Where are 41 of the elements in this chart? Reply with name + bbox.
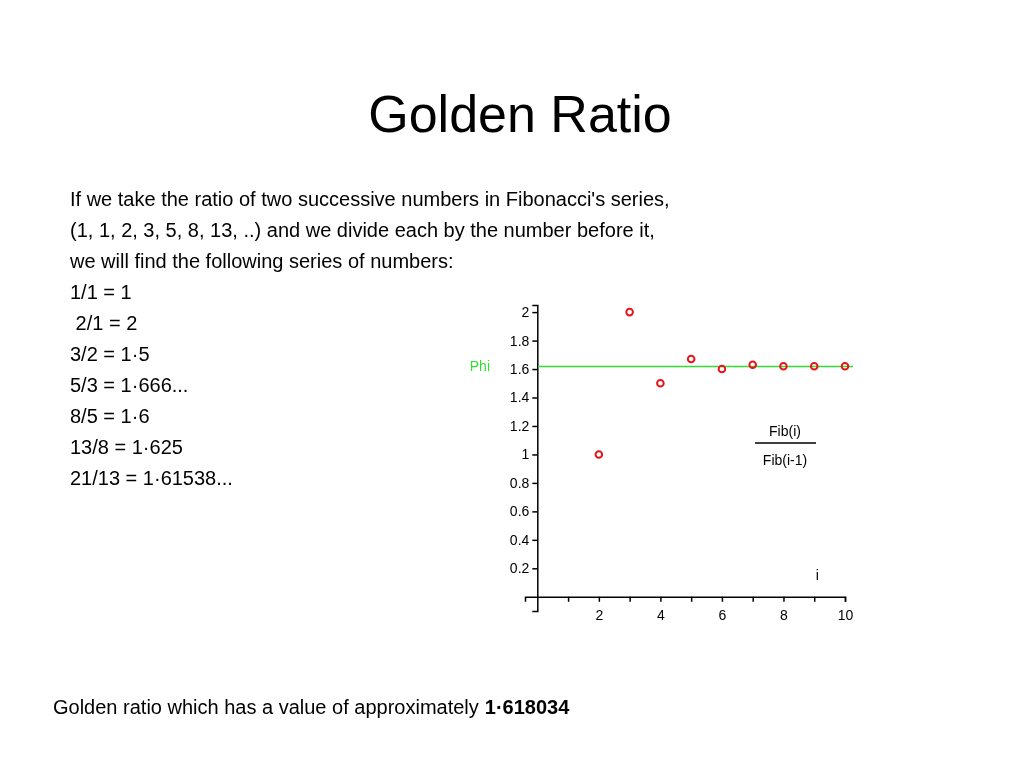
x-tick-label: 10	[837, 606, 854, 623]
text: 3/2 = 1·5	[70, 343, 150, 365]
text: 5/3 = 1·666...	[70, 374, 189, 396]
text: If we take the ratio of two successive numbers in Fibonacci's series,	[70, 188, 670, 210]
x-tick-label: 8	[780, 606, 789, 623]
x-axis-title: i	[815, 566, 819, 583]
text: (1, 1, 2, 3, 5, 8, 13, ..) and we divide each by the number before it,	[70, 219, 655, 241]
y-tick-label: 1.2	[509, 417, 530, 434]
annotation: Fib(i)	[769, 423, 801, 439]
y-tick-label: 1.6	[509, 361, 530, 378]
y-tick-label: 1.8	[509, 332, 530, 349]
point	[686, 354, 696, 364]
text: 13/8 = 1·625	[70, 436, 183, 458]
point	[748, 360, 757, 370]
point	[840, 361, 850, 371]
chart-title: Golden Ratio	[368, 85, 672, 143]
point	[594, 450, 604, 459]
text: 2/1 = 2	[70, 312, 138, 334]
y-tick-label: 0.8	[509, 474, 530, 491]
y-tick-label: 0.6	[509, 503, 530, 520]
point	[656, 379, 665, 388]
text: 21/13 = 1·61538...	[70, 467, 233, 489]
x-tick-label: 6	[718, 606, 727, 623]
text: Golden ratio which has a value of approximately	[53, 696, 479, 718]
y-tick-label: 0.4	[509, 531, 530, 548]
text: 8/5 = 1·6	[70, 405, 150, 427]
point	[717, 364, 727, 374]
y-tick-label: 2	[521, 304, 530, 321]
text: 1·618034	[484, 696, 571, 718]
y-tick-label: 1.4	[509, 389, 530, 406]
point	[809, 361, 819, 371]
y-tick-label: 0.2	[509, 560, 530, 577]
point	[779, 361, 788, 371]
text: we will find the following series of numbers:	[69, 250, 454, 272]
annotation: Fib(i-1)	[762, 452, 808, 468]
x-tick-label: 2	[595, 606, 604, 623]
y-tick-label: 1	[521, 446, 530, 463]
ref-line-label: Phi	[469, 358, 490, 375]
text: 1/1 = 1	[70, 281, 132, 303]
x-tick-label: 4	[656, 606, 665, 623]
point	[625, 307, 634, 317]
